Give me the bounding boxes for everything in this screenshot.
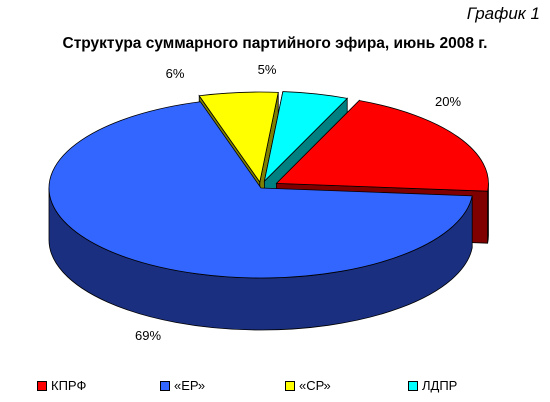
legend-item-kprf: КПРФ <box>37 378 86 393</box>
figure-tag: График 1 <box>466 4 540 23</box>
slice-top <box>48 101 473 279</box>
legend-item-er: «ЕР» <box>160 378 205 393</box>
legend-swatch <box>408 380 418 391</box>
legend-label: «ЕР» <box>174 378 206 393</box>
slice-top <box>275 100 489 192</box>
data-label: 6% <box>166 66 185 81</box>
chart-title: Структура суммарного партийного эфира, и… <box>62 35 488 52</box>
legend-item-ldpr: ЛДПР <box>408 378 457 393</box>
legend: КПРФ «ЕР» «СР» ЛДПР <box>0 378 550 398</box>
legend-label: КПРФ <box>51 378 87 393</box>
slice-top <box>263 91 349 183</box>
legend-label: ЛДПР <box>422 378 458 393</box>
legend-swatch <box>285 380 295 391</box>
slice-top <box>198 91 279 184</box>
legend-label: «СР» <box>299 378 331 393</box>
data-label: 20% <box>435 94 461 109</box>
legend-item-sr: «СР» <box>285 378 331 393</box>
data-label: 5% <box>258 62 277 77</box>
data-label: 69% <box>135 328 161 343</box>
legend-swatch <box>160 380 170 391</box>
legend-swatch <box>37 380 47 391</box>
